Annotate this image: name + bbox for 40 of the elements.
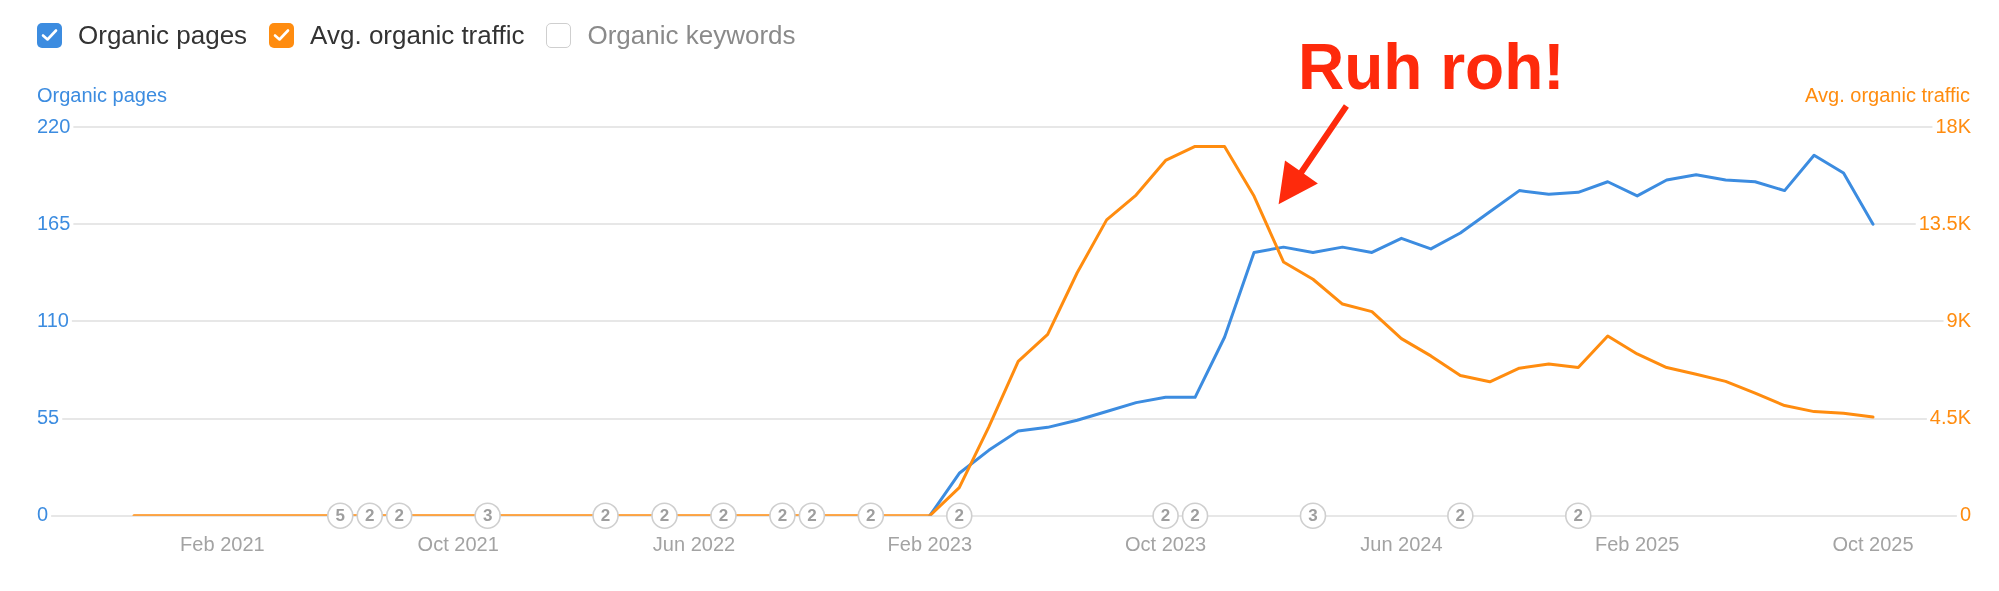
x-tick-label: Feb 2023 bbox=[887, 533, 973, 556]
annotation: 2 bbox=[1190, 506, 1200, 526]
y2-tick-label: 13.5K bbox=[1918, 211, 1972, 234]
x-tick-label: Feb 2025 bbox=[1594, 533, 1680, 556]
y2-tick-label: 9K bbox=[1946, 308, 1972, 331]
annotation: 2 bbox=[394, 506, 404, 526]
annotation: 2 bbox=[718, 506, 729, 526]
annotation: 2 bbox=[600, 506, 611, 526]
y2-tick-label: 4.5K bbox=[1929, 406, 1972, 429]
x-tick-label: Feb 2021 bbox=[180, 533, 265, 556]
annotation: 2 bbox=[1573, 506, 1583, 526]
y-tick-label: 55 bbox=[37, 406, 60, 429]
text: Ruh roh! bbox=[1298, 31, 1565, 103]
y-tick-label: 110 bbox=[37, 308, 69, 331]
x-tick-label: Jun 2022 bbox=[652, 533, 736, 556]
x-tick-label: Jun 2024 bbox=[1360, 533, 1443, 556]
annotation: 2 bbox=[777, 506, 788, 526]
x-tick-label: Oct 2021 bbox=[417, 533, 499, 556]
y2-tick-label: 0 bbox=[1959, 503, 1971, 526]
x-tick-label: Oct 2025 bbox=[1832, 533, 1914, 556]
annotation: 2 bbox=[1455, 506, 1466, 526]
annotation: 3 bbox=[482, 506, 493, 526]
annotation: 2 bbox=[954, 506, 964, 526]
annotation: 2 bbox=[1160, 506, 1171, 526]
legend-label: Avg. organic traffic bbox=[310, 20, 525, 50]
annotation: 5 bbox=[335, 506, 345, 526]
annotation: 2 bbox=[807, 506, 817, 526]
y-axis-title: Organic pages bbox=[37, 84, 168, 106]
y2-axis-title: Avg. organic traffic bbox=[1805, 84, 1970, 106]
annotation: 2 bbox=[659, 506, 670, 526]
legend-label: Organic pages bbox=[78, 20, 248, 50]
y2-tick-label: 18K bbox=[1935, 114, 1972, 137]
legend-label: Organic keywords bbox=[587, 20, 796, 50]
x-tick-label: Oct 2023 bbox=[1125, 533, 1207, 556]
annotation: 3 bbox=[1308, 506, 1318, 526]
annotation: 2 bbox=[365, 506, 375, 526]
y-tick-label: 220 bbox=[37, 114, 71, 137]
y-tick-label: 0 bbox=[37, 503, 49, 526]
annotation: 2 bbox=[866, 506, 876, 526]
y-tick-label: 165 bbox=[37, 211, 71, 234]
